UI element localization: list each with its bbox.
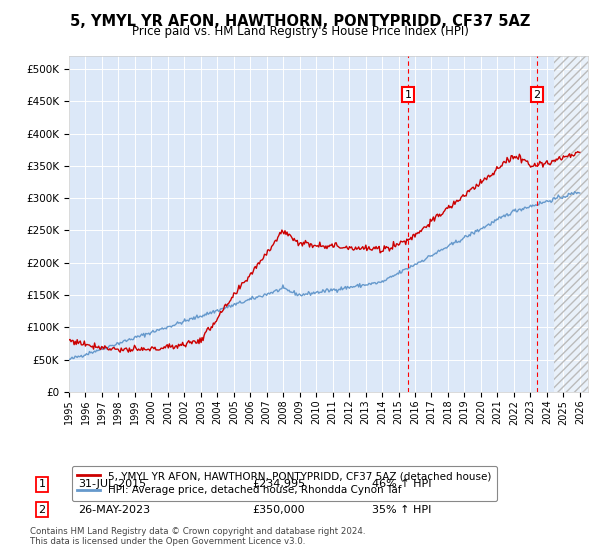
Text: 35% ↑ HPI: 35% ↑ HPI: [372, 505, 431, 515]
Text: Contains HM Land Registry data © Crown copyright and database right 2024.
This d: Contains HM Land Registry data © Crown c…: [30, 526, 365, 546]
Text: 1: 1: [404, 90, 412, 100]
Text: 31-JUL-2015: 31-JUL-2015: [78, 479, 146, 489]
Text: Price paid vs. HM Land Registry's House Price Index (HPI): Price paid vs. HM Land Registry's House …: [131, 25, 469, 38]
Text: £234,995: £234,995: [252, 479, 305, 489]
Text: 2: 2: [38, 505, 46, 515]
Text: 2: 2: [533, 90, 541, 100]
Text: 26-MAY-2023: 26-MAY-2023: [78, 505, 150, 515]
Bar: [554, 56, 588, 392]
Bar: [554, 56, 588, 392]
Text: £350,000: £350,000: [252, 505, 305, 515]
Text: 1: 1: [38, 479, 46, 489]
Text: 46% ↑ HPI: 46% ↑ HPI: [372, 479, 431, 489]
Legend: 5, YMYL YR AFON, HAWTHORN, PONTYPRIDD, CF37 5AZ (detached house), HPI: Average p: 5, YMYL YR AFON, HAWTHORN, PONTYPRIDD, C…: [71, 466, 497, 501]
Text: 5, YMYL YR AFON, HAWTHORN, PONTYPRIDD, CF37 5AZ: 5, YMYL YR AFON, HAWTHORN, PONTYPRIDD, C…: [70, 14, 530, 29]
